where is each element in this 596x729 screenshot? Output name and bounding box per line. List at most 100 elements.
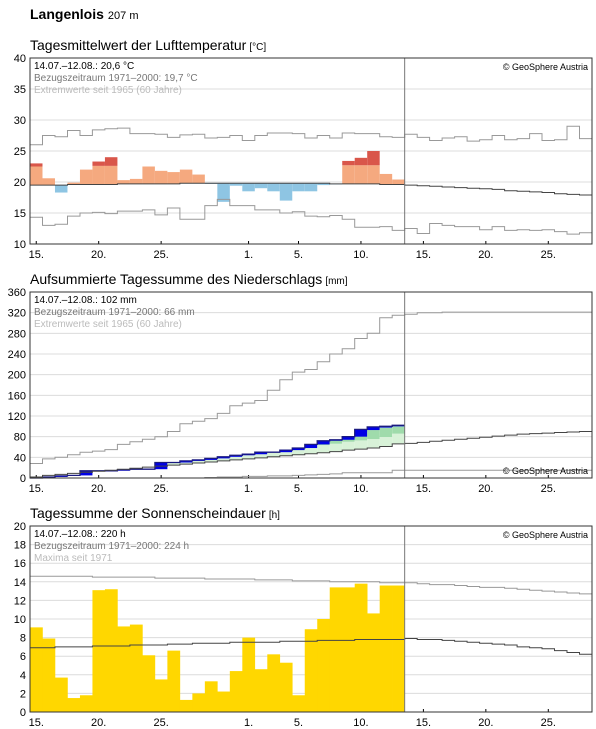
precip-daily-increment	[217, 456, 230, 459]
x-tick-label: 10.	[353, 249, 368, 261]
temperature-bar-above	[67, 182, 80, 185]
precip-daily-increment	[304, 444, 318, 449]
sunshine-chart-title: Tagessumme der Sonnenscheindauer [h]	[30, 505, 280, 521]
temperature-bar-above	[367, 165, 380, 184]
x-tick-label: 20.	[478, 483, 493, 495]
sunshine-bar	[179, 699, 193, 712]
sunshine-bar	[92, 590, 106, 712]
x-tick-label: 15.	[29, 249, 44, 261]
sunshine-bar	[342, 587, 356, 712]
x-tick-label: 25.	[153, 717, 168, 729]
sunshine-bar	[217, 691, 231, 712]
temperature-bar-above	[179, 169, 193, 184]
sunshine-bar	[154, 679, 168, 712]
plot-frame	[29, 525, 593, 713]
sunshine-bar	[142, 655, 156, 712]
temperature-bar-above	[79, 169, 93, 185]
precip-daily-increment	[204, 458, 218, 460]
precip-daily-increment	[342, 436, 355, 440]
sunshine-bar	[30, 627, 43, 712]
station-altitude: 207 m	[107, 10, 139, 22]
temperature-bar-below	[304, 183, 318, 192]
temperature-bar-above	[342, 165, 355, 184]
legend-line: 14.07.–12.08.: 20,6 °C	[34, 61, 134, 72]
copyright-text: © GeoSphere Austria	[503, 466, 588, 476]
sunshine-bar	[167, 650, 181, 712]
x-tick-label: 25.	[541, 249, 556, 261]
sunshine-bar	[79, 695, 93, 712]
temperature-bar-above	[192, 174, 205, 184]
x-tick-label: 20.	[478, 717, 493, 729]
temperature-bar-above	[104, 165, 118, 185]
x-tick-label: 1.	[244, 249, 253, 261]
sunshine-bar	[254, 669, 268, 712]
x-tick-label: 10.	[353, 483, 368, 495]
sunshine-bar	[67, 698, 81, 712]
y-tick-label: 16	[14, 558, 26, 570]
sunshine-bar	[229, 671, 243, 712]
legend-line: Maxima seit 1971	[34, 553, 113, 564]
sunshine-bar	[329, 587, 343, 712]
precip-above-light	[342, 441, 355, 451]
sunshine-bar	[104, 589, 118, 712]
legend-line: Bezugszeitraum 1971–2000: 19,7 °C	[34, 73, 198, 84]
x-tick-label: 5.	[294, 249, 303, 261]
normal-cumulative-line	[30, 431, 592, 478]
y-tick-label: 6	[20, 651, 26, 663]
x-tick-label: 15.	[416, 249, 431, 261]
temperature-bar-below	[292, 183, 305, 192]
temperature-bar-above	[42, 178, 55, 186]
precip-daily-increment	[254, 452, 268, 455]
temperature-bar-strong	[104, 157, 118, 166]
max-extreme-line	[30, 125, 592, 146]
sunshine-bar	[367, 613, 380, 712]
temperature-bar-strong	[367, 151, 380, 166]
precip-above-strong	[379, 426, 393, 428]
precip-above-light	[204, 458, 218, 462]
y-tick-label: 10	[14, 239, 26, 251]
temperature-bar-strong	[354, 157, 368, 166]
y-tick-label: 360	[8, 287, 26, 299]
precip-above-medium	[329, 439, 343, 444]
temperature-bar-below	[317, 183, 330, 186]
temperature-bar-above	[154, 170, 168, 184]
precip-above-light	[217, 456, 230, 461]
x-tick-label: 10.	[353, 717, 368, 729]
legend-line: 14.07.–12.08.: 220 h	[34, 529, 126, 540]
min-extreme-line	[30, 198, 592, 235]
station-heading: Langenlois 207 m	[30, 6, 138, 22]
temperature-bar-above	[167, 172, 180, 184]
x-tick-label: 25.	[153, 483, 168, 495]
temperature-unit: [°C]	[249, 42, 267, 53]
y-tick-label: 35	[14, 84, 26, 96]
precip-above-medium	[367, 430, 380, 440]
y-tick-label: 18	[14, 540, 26, 552]
x-tick-label: 20.	[478, 249, 493, 261]
temperature-bar-below	[54, 185, 68, 193]
precip-above-light	[367, 439, 380, 449]
sunshine-bar	[129, 624, 143, 712]
x-tick-label: 15.	[416, 717, 431, 729]
temperature-bar-strong	[30, 163, 43, 167]
plot-frame	[29, 291, 593, 479]
normal-line	[30, 182, 592, 196]
legend-line: 14.07.–12.08.: 102 mm	[34, 295, 137, 306]
temperature-bar-below	[242, 183, 255, 192]
x-tick-label: 25.	[541, 717, 556, 729]
temperature-bar-above	[92, 165, 105, 185]
temperature-bar-above	[354, 165, 368, 184]
x-tick-label: 15.	[29, 483, 44, 495]
precip-above-light	[292, 448, 305, 455]
y-tick-label: 2	[20, 688, 26, 700]
precip-daily-increment	[367, 426, 380, 430]
legend-line: Bezugszeitraum 1971–2000: 224 h	[34, 541, 189, 552]
y-tick-label: 20	[14, 177, 26, 189]
precip-above-light	[167, 462, 180, 466]
temperature-bar-above	[117, 180, 130, 184]
y-tick-label: 10	[14, 614, 26, 626]
station-name: Langenlois	[30, 6, 104, 22]
precip-above-light	[329, 443, 343, 452]
temperature-bar-above	[30, 166, 43, 186]
y-tick-label: 20	[14, 521, 26, 533]
